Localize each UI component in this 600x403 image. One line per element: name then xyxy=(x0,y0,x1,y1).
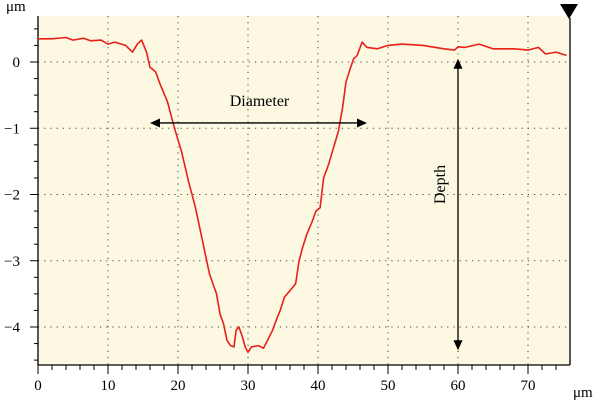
x-tick-labels: 0 10 20 30 40 50 60 70 xyxy=(34,378,535,394)
profile-line xyxy=(38,36,567,353)
axes xyxy=(30,16,571,374)
y-tick-label: −2 xyxy=(4,188,20,204)
y-tick-labels: 0 −1 −2 −3 −4 xyxy=(4,55,20,336)
arrow-head xyxy=(453,340,463,351)
depth-annotation: Depth xyxy=(432,58,463,351)
depth-label: Depth xyxy=(432,165,449,204)
scroll-marker-icon xyxy=(560,4,578,19)
diameter-annotation: Diameter xyxy=(150,93,367,128)
x-tick-label: 30 xyxy=(241,378,256,394)
x-tick-label: 0 xyxy=(34,378,42,394)
x-tick-label: 50 xyxy=(381,378,396,394)
x-unit-label: μm xyxy=(573,385,593,401)
y-tick-label: −1 xyxy=(4,121,20,137)
y-tick-label: −4 xyxy=(4,320,20,336)
diameter-label: Diameter xyxy=(230,93,290,110)
x-tick-label: 60 xyxy=(451,378,466,394)
y-tick-label: −3 xyxy=(4,254,20,270)
y-unit-label: μm xyxy=(6,0,26,15)
arrow-head xyxy=(150,118,160,128)
y-tick-label: 0 xyxy=(13,55,21,71)
x-tick-label: 40 xyxy=(311,378,326,394)
plot-background xyxy=(38,16,570,365)
x-tick-label: 20 xyxy=(171,378,186,394)
x-tick-label: 70 xyxy=(521,378,536,394)
x-tick-label: 10 xyxy=(101,378,116,394)
arrow-head xyxy=(453,58,463,69)
arrow-head xyxy=(357,118,367,128)
